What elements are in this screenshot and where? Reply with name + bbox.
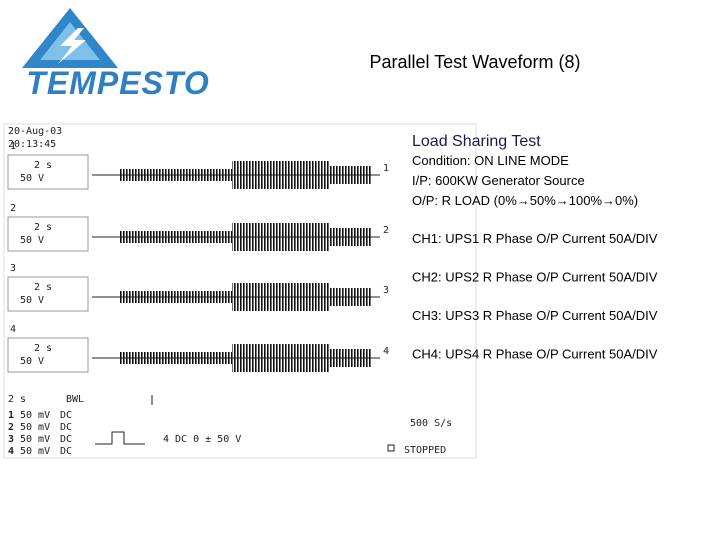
trace-burst-low bbox=[120, 352, 232, 364]
trace-burst-high bbox=[232, 344, 330, 372]
channel-number: 2 bbox=[10, 203, 16, 214]
channel-timebase: 2 s bbox=[34, 160, 52, 171]
channel-number: 1 bbox=[10, 141, 16, 152]
row-coupling: DC bbox=[60, 422, 72, 433]
row-coupling: DC bbox=[60, 446, 72, 457]
row-scale: 50 mV bbox=[20, 434, 50, 445]
trace-burst-low bbox=[120, 231, 232, 243]
status-icon bbox=[387, 444, 395, 452]
row-scale: 50 mV bbox=[20, 410, 50, 421]
channel-marker: 4 bbox=[383, 346, 389, 357]
channel-timebase: 2 s bbox=[34, 343, 52, 354]
trigger-icon bbox=[95, 431, 145, 445]
logo-text: TEMPESTO bbox=[26, 65, 209, 101]
channel-volts: 50 V bbox=[20, 235, 44, 246]
notes: Load Sharing Test Condition: ON LINE MOD… bbox=[412, 133, 658, 362]
notes-heading: Load Sharing Test bbox=[412, 133, 541, 150]
scope-time: 20:13:45 bbox=[8, 139, 56, 150]
footer-rate: 500 S/s bbox=[410, 418, 452, 429]
channel-marker: 1 bbox=[383, 163, 389, 174]
trace-burst-mid bbox=[330, 288, 372, 306]
channel-box bbox=[7, 276, 89, 312]
channel-description: CH4: UPS4 R Phase O/P Current 50A/DIV bbox=[412, 347, 658, 362]
trace-burst-high bbox=[232, 283, 330, 311]
channel-box bbox=[7, 337, 89, 373]
slide-title: Parallel Test Waveform (8) bbox=[369, 52, 580, 72]
footer-timebase: 2 s bbox=[8, 394, 26, 405]
scope-date: 20-Aug-03 bbox=[8, 126, 62, 137]
channel-box bbox=[7, 154, 89, 190]
footer-status: STOPPED bbox=[404, 445, 446, 456]
trace-burst-high bbox=[232, 161, 330, 189]
channel-description: CH2: UPS2 R Phase O/P Current 50A/DIV bbox=[412, 270, 658, 285]
row-coupling: DC bbox=[60, 434, 72, 445]
row-scale: 50 mV bbox=[20, 422, 50, 433]
channel-number: 3 bbox=[10, 263, 16, 274]
channel-volts: 50 V bbox=[20, 356, 44, 367]
channel-volts: 50 V bbox=[20, 173, 44, 184]
channel-marker: 3 bbox=[383, 285, 389, 296]
channel-box bbox=[7, 216, 89, 252]
row-coupling: DC bbox=[60, 410, 72, 421]
channel-description: CH3: UPS3 R Phase O/P Current 50A/DIV bbox=[412, 308, 658, 323]
row-channel: 3 bbox=[8, 434, 14, 445]
channel-volts: 50 V bbox=[20, 295, 44, 306]
trace-burst-low bbox=[120, 169, 232, 181]
row-scale: 50 mV bbox=[20, 446, 50, 457]
trace-burst-mid bbox=[330, 166, 372, 184]
channel-timebase: 2 s bbox=[34, 222, 52, 233]
footer-bwl: BWL bbox=[66, 394, 84, 405]
condition-line: O/P: R LOAD (0%→50%→100%→0%) bbox=[412, 193, 638, 208]
logo: TEMPESTO bbox=[22, 8, 209, 101]
channel-description: CH1: UPS1 R Phase O/P Current 50A/DIV bbox=[412, 231, 658, 246]
condition-line: I/P: 600KW Generator Source bbox=[412, 173, 585, 188]
channel-number: 4 bbox=[10, 324, 16, 335]
row-channel: 2 bbox=[8, 422, 14, 433]
trace-burst-mid bbox=[330, 228, 372, 246]
row-channel: 1 bbox=[8, 410, 14, 421]
footer-trigger: 4 DC 0 ± 50 V bbox=[163, 434, 241, 445]
channel-timebase: 2 s bbox=[34, 282, 52, 293]
trace-burst-high bbox=[232, 223, 330, 251]
channel-marker: 2 bbox=[383, 225, 389, 236]
row-channel: 4 bbox=[8, 446, 14, 457]
trace-burst-mid bbox=[330, 349, 372, 367]
trace-burst-low bbox=[120, 291, 232, 303]
condition-line: Condition: ON LINE MODE bbox=[412, 153, 569, 168]
